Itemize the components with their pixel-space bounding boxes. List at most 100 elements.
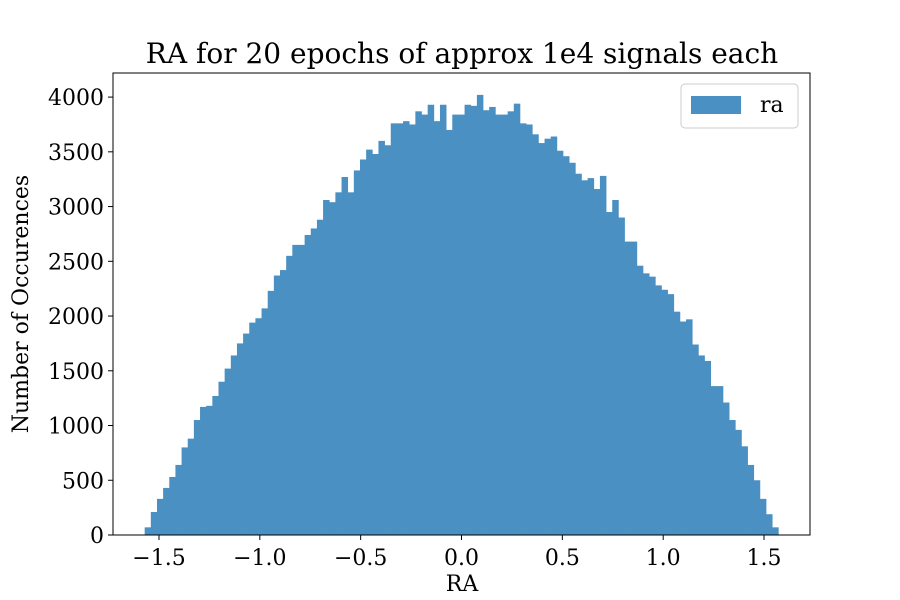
histogram-bar bbox=[427, 104, 435, 536]
histogram-bar bbox=[329, 202, 336, 536]
x-tick-label: 1.5 bbox=[747, 546, 782, 571]
histogram-bar bbox=[316, 219, 324, 535]
histogram-bar bbox=[612, 199, 619, 536]
y-axis-ticks: 0 500 1000 1500 2000 2500 3000 3500 4000 bbox=[48, 86, 113, 549]
histogram-bar bbox=[753, 480, 761, 535]
y-tick-label: 3000 bbox=[48, 196, 104, 221]
legend-swatch bbox=[691, 96, 741, 114]
y-tick-label: 0 bbox=[90, 524, 104, 549]
histogram-bar bbox=[292, 244, 299, 535]
histogram-bar bbox=[624, 241, 632, 535]
histogram-bar bbox=[513, 103, 521, 536]
x-tick-label: −1.0 bbox=[233, 546, 286, 571]
histogram-bar bbox=[150, 512, 158, 535]
histogram-bar bbox=[618, 217, 625, 535]
histogram-bar bbox=[458, 114, 465, 535]
y-tick-label: 1000 bbox=[48, 415, 104, 440]
histogram-bar bbox=[710, 386, 718, 535]
histogram-bar bbox=[372, 154, 379, 535]
histogram-bar bbox=[593, 189, 601, 535]
histogram-bar bbox=[649, 276, 656, 535]
histogram-bar bbox=[409, 124, 416, 535]
histogram-bar bbox=[446, 129, 453, 536]
y-tick-label: 3500 bbox=[48, 141, 104, 166]
histogram-bar bbox=[495, 114, 502, 535]
y-tick-label: 4000 bbox=[48, 86, 104, 111]
legend: ra bbox=[680, 83, 799, 129]
histogram-bar bbox=[224, 368, 232, 535]
histogram-bar bbox=[741, 446, 748, 535]
x-tick-label: −1.5 bbox=[132, 546, 185, 571]
histogram-bar bbox=[766, 514, 773, 535]
histogram-bar bbox=[267, 290, 275, 535]
histogram-bar bbox=[519, 123, 527, 535]
histogram-bar bbox=[630, 241, 638, 535]
histogram-bar bbox=[243, 333, 250, 535]
chart-title: RA for 20 epochs of approx 1e4 signals e… bbox=[146, 37, 778, 70]
histogram-bar bbox=[544, 138, 552, 536]
legend-label: ra bbox=[760, 93, 784, 118]
histogram-bar bbox=[249, 322, 256, 535]
histogram-bar bbox=[341, 177, 349, 535]
histogram-bar bbox=[218, 381, 225, 535]
histogram-bar bbox=[735, 429, 742, 535]
histogram-bar bbox=[261, 308, 269, 535]
histogram-bar bbox=[642, 273, 650, 535]
histogram-bar bbox=[698, 355, 705, 535]
histogram-bar bbox=[347, 192, 355, 535]
histogram-bar bbox=[439, 104, 447, 536]
histogram-bar bbox=[556, 150, 564, 535]
histogram-bar bbox=[200, 406, 207, 535]
histogram-bar bbox=[569, 162, 576, 535]
histogram-bar bbox=[679, 321, 687, 535]
histogram-bar bbox=[716, 386, 724, 535]
histogram-bar bbox=[747, 464, 755, 535]
histogram-bar bbox=[156, 498, 164, 535]
histogram-bar bbox=[599, 175, 607, 535]
histogram-bar bbox=[464, 104, 472, 536]
histogram-bar bbox=[532, 134, 539, 536]
y-tick-label: 2500 bbox=[48, 250, 104, 275]
x-tick-label: −0.5 bbox=[334, 546, 387, 571]
histogram-bar bbox=[563, 156, 570, 535]
histogram-bar bbox=[452, 114, 459, 535]
histogram-bar bbox=[212, 395, 219, 535]
histogram-bar bbox=[415, 111, 422, 535]
histogram-bar bbox=[353, 170, 361, 535]
histogram-bar bbox=[175, 464, 182, 535]
histogram-bar bbox=[396, 123, 404, 535]
y-axis-label: Number of Occurences bbox=[9, 175, 34, 433]
histogram-bar bbox=[280, 270, 287, 535]
y-tick-label: 2000 bbox=[48, 305, 104, 330]
histogram-bar bbox=[390, 123, 398, 535]
histogram-bar bbox=[366, 149, 373, 535]
histogram-bar bbox=[421, 114, 429, 535]
histogram-bar bbox=[187, 438, 195, 535]
histogram-bar bbox=[759, 498, 767, 535]
histogram-bar bbox=[335, 192, 342, 535]
histogram-bar bbox=[273, 275, 281, 535]
histogram-bar bbox=[692, 344, 699, 535]
histogram-bar bbox=[236, 343, 244, 535]
x-tick-label: 0.5 bbox=[545, 546, 580, 571]
histogram-bar bbox=[286, 255, 293, 535]
histogram-bar bbox=[359, 159, 367, 535]
histogram-bar bbox=[587, 178, 595, 535]
histogram-bar bbox=[255, 318, 262, 535]
bars-group bbox=[144, 94, 779, 536]
histogram-bar bbox=[507, 111, 515, 535]
histogram-bar bbox=[483, 110, 490, 535]
histogram-bar bbox=[144, 527, 152, 535]
histogram-bar bbox=[550, 136, 558, 536]
histogram-bar bbox=[606, 212, 613, 536]
histogram-bar bbox=[636, 265, 644, 535]
histogram-bar bbox=[476, 94, 484, 535]
histogram-bar bbox=[169, 476, 176, 535]
histogram-bar bbox=[378, 140, 385, 535]
x-tick-label: 0.0 bbox=[444, 546, 479, 571]
x-axis-label: RA bbox=[446, 572, 480, 597]
histogram-bar bbox=[206, 405, 213, 535]
histogram-bar bbox=[722, 402, 730, 535]
y-tick-label: 1500 bbox=[48, 360, 104, 385]
